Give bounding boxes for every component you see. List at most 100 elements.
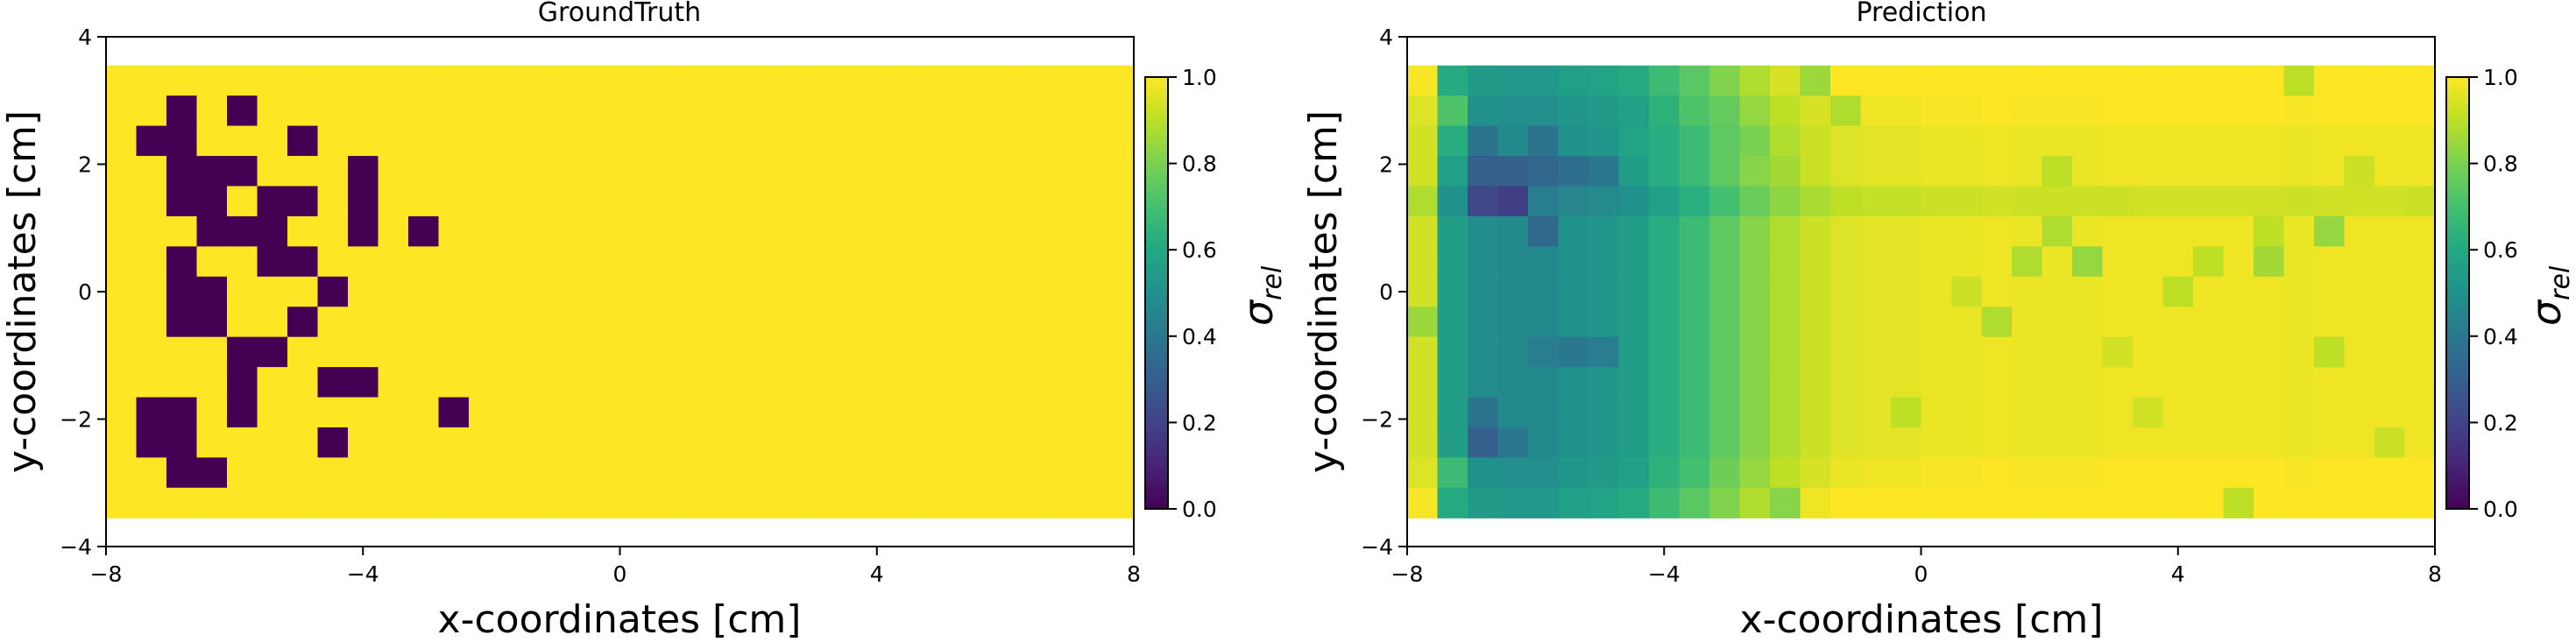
prediction-cell	[1739, 487, 1771, 519]
prediction-cell	[1618, 487, 1650, 519]
prediction-cell	[2193, 186, 2225, 217]
groundtruth-cell	[196, 397, 228, 428]
prediction-cell	[1921, 307, 1952, 338]
prediction-cell	[1407, 95, 1439, 127]
groundtruth-cell	[1073, 367, 1105, 399]
groundtruth-cell	[499, 427, 530, 458]
groundtruth-cell	[832, 336, 863, 368]
groundtruth-cell	[317, 276, 349, 307]
prediction-colorbar-label: σrel	[2523, 265, 2576, 326]
prediction-cell	[2193, 156, 2225, 187]
prediction-cell	[2254, 276, 2285, 307]
prediction-cell	[1739, 367, 1771, 399]
prediction-cell	[2102, 65, 2134, 96]
prediction-cell	[1921, 186, 1952, 217]
prediction-cell	[1830, 427, 1862, 458]
groundtruth-cell	[711, 125, 742, 157]
groundtruth-cell	[771, 65, 803, 96]
prediction-cell	[2072, 95, 2104, 127]
groundtruth-cell	[257, 65, 288, 96]
prediction-cell	[2072, 336, 2104, 368]
groundtruth-cell	[952, 397, 984, 428]
groundtruth-cell	[801, 397, 832, 428]
prediction-cell	[1468, 336, 1499, 368]
groundtruth-cell	[408, 487, 440, 519]
groundtruth-cell	[106, 427, 138, 458]
prediction-cell	[1951, 125, 1983, 157]
groundtruth-cell	[227, 215, 258, 247]
prediction-cell	[2374, 156, 2406, 187]
groundtruth-cell	[771, 276, 803, 307]
prediction-cell	[2344, 307, 2375, 338]
groundtruth-cell	[438, 307, 470, 338]
groundtruth-cell	[136, 457, 167, 489]
prediction-cell	[2254, 427, 2285, 458]
groundtruth-cell	[952, 125, 984, 157]
prediction-cell	[1437, 65, 1468, 96]
groundtruth-cell	[832, 367, 863, 399]
groundtruth-cell	[317, 125, 349, 157]
groundtruth-cell	[1013, 95, 1044, 127]
prediction-cell	[1528, 397, 1560, 428]
prediction-cell	[1770, 125, 1801, 157]
groundtruth-cell	[287, 65, 319, 96]
prediction-cell	[1709, 65, 1741, 96]
prediction-cell	[2012, 487, 2043, 519]
groundtruth-cell	[227, 457, 258, 489]
groundtruth-cell	[740, 186, 772, 217]
prediction-cell	[1770, 336, 1801, 368]
groundtruth-cell	[106, 397, 138, 428]
groundtruth-cell	[892, 336, 924, 368]
prediction-cell	[1800, 457, 1831, 489]
groundtruth-cell	[408, 215, 440, 247]
prediction-cell	[2162, 95, 2194, 127]
groundtruth-x-tick-label: 4	[870, 561, 884, 587]
prediction-x-tick-label: −4	[1648, 561, 1681, 587]
prediction-cell	[2193, 457, 2225, 489]
prediction-cell	[2162, 487, 2194, 519]
prediction-cell	[1589, 367, 1620, 399]
groundtruth-cell	[257, 427, 288, 458]
prediction-cell	[1830, 276, 1862, 307]
groundtruth-cell	[740, 427, 772, 458]
groundtruth-cell	[499, 276, 530, 307]
prediction-cell	[1951, 307, 1983, 338]
groundtruth-cell	[861, 186, 893, 217]
groundtruth-cell	[317, 427, 349, 458]
groundtruth-cell	[1043, 487, 1074, 519]
groundtruth-cell	[832, 276, 863, 307]
prediction-cell	[1618, 336, 1650, 368]
prediction-cell	[1981, 487, 2013, 519]
groundtruth-cell	[590, 427, 621, 458]
prediction-cell	[1649, 65, 1681, 96]
prediction-cell	[1891, 246, 1922, 278]
groundtruth-cell	[771, 307, 803, 338]
groundtruth-cell	[378, 367, 409, 399]
groundtruth-cell	[166, 186, 198, 217]
groundtruth-cell	[559, 307, 591, 338]
groundtruth-cell	[1103, 65, 1135, 96]
prediction-cell	[1589, 65, 1620, 96]
prediction-cell	[2072, 427, 2104, 458]
groundtruth-cell	[740, 215, 772, 247]
prediction-cell	[1709, 156, 1741, 187]
groundtruth-cell	[650, 367, 682, 399]
prediction-cell	[1558, 156, 1589, 187]
groundtruth-cell	[438, 246, 470, 278]
groundtruth-cell	[257, 186, 288, 217]
groundtruth-cell	[1043, 276, 1074, 307]
prediction-cell	[1618, 367, 1650, 399]
groundtruth-cell	[982, 397, 1014, 428]
prediction-cell	[2223, 215, 2254, 247]
groundtruth-cell	[499, 186, 530, 217]
prediction-colorbar-subscript: rel	[2545, 265, 2576, 300]
groundtruth-cell	[1073, 246, 1105, 278]
prediction-cell	[2042, 397, 2073, 428]
groundtruth-cell	[1103, 215, 1135, 247]
groundtruth-cell	[771, 427, 803, 458]
prediction-colorbar-gradient	[2445, 76, 2470, 510]
prediction-cell	[1770, 246, 1801, 278]
groundtruth-cell	[529, 65, 561, 96]
groundtruth-cell	[922, 276, 953, 307]
groundtruth-cell	[136, 215, 167, 247]
